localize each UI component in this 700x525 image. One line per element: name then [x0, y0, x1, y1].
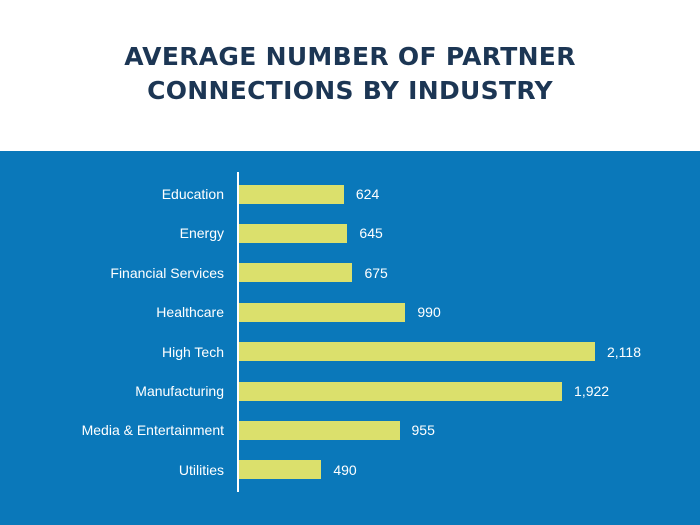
- chart-header: AVERAGE NUMBER OF PARTNER CONNECTIONS BY…: [0, 0, 700, 151]
- chart-title-line-2: CONNECTIONS BY INDUSTRY: [147, 76, 553, 105]
- value-label: 624: [355, 186, 380, 202]
- value-label: 955: [411, 422, 435, 439]
- value-label: 645: [359, 225, 383, 242]
- value-label: 990: [417, 304, 441, 321]
- y-axis-line: [237, 172, 239, 492]
- value-label: 675: [364, 264, 388, 281]
- category-label: Media & Entertainment: [81, 422, 224, 439]
- category-label: High Tech: [161, 343, 224, 360]
- bar: [239, 302, 406, 322]
- value-label: 2,118: [607, 343, 641, 360]
- bar: [239, 381, 563, 401]
- value-label: 1,922: [574, 383, 610, 399]
- chart-title: AVERAGE NUMBER OF PARTNER CONNECTIONS BY…: [0, 40, 700, 108]
- category-label: Healthcare: [156, 304, 224, 321]
- category-label: Energy: [179, 225, 224, 242]
- chart-title-line-1: AVERAGE NUMBER OF PARTNER: [124, 42, 576, 71]
- value-label: 490: [333, 461, 357, 478]
- chart-panel: [0, 151, 700, 525]
- bar: [239, 342, 595, 362]
- category-label: Utilities: [178, 461, 224, 478]
- bar: [239, 223, 348, 243]
- bar: [239, 420, 400, 440]
- category-label: Financial Services: [110, 264, 224, 281]
- category-label: Education: [161, 186, 224, 202]
- category-label: Manufacturing: [135, 383, 224, 399]
- bar: [239, 263, 353, 283]
- bar: [239, 184, 344, 204]
- bar: [239, 460, 322, 480]
